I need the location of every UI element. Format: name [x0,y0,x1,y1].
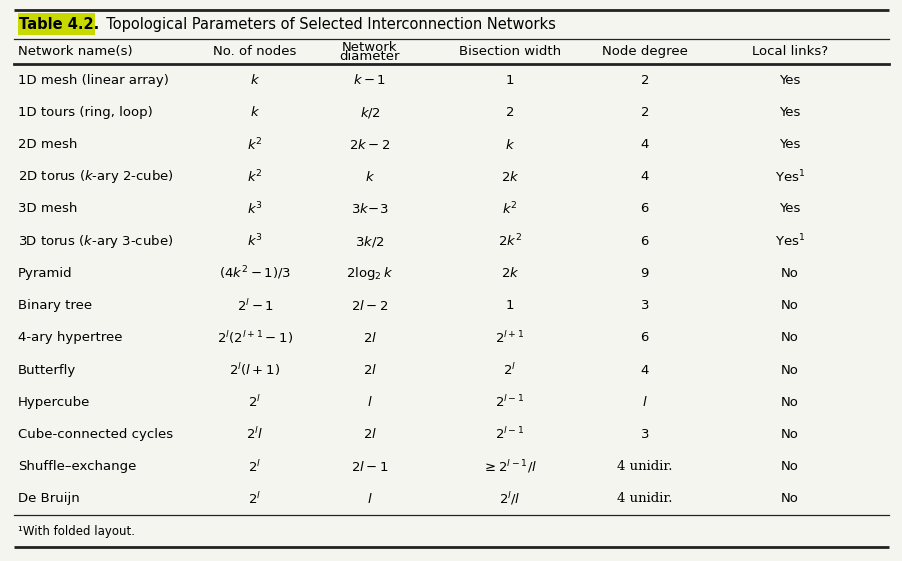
Text: $3$: $3$ [640,428,649,441]
Text: Butterfly: Butterfly [18,364,76,376]
Text: No: No [780,460,798,473]
Text: $k-1$: $k-1$ [353,73,386,87]
Text: $4$: $4$ [640,364,649,376]
Text: $2k^2$: $2k^2$ [497,233,521,250]
Text: No: No [780,364,798,376]
Text: Bisection width: Bisection width [458,44,560,57]
Text: $2^l(2^{l+1}-1)$: $2^l(2^{l+1}-1)$ [216,329,293,346]
Text: $2^l$: $2^l$ [248,491,262,507]
Text: $1$: $1$ [505,73,514,86]
Text: 3D mesh: 3D mesh [18,203,78,215]
Text: Yes: Yes [778,106,800,119]
Text: $2l$: $2l$ [363,427,377,442]
Text: Table 4.2.: Table 4.2. [19,16,99,31]
Text: No: No [780,332,798,344]
Text: $k$: $k$ [250,105,260,119]
Text: No: No [780,267,798,280]
Text: $6$: $6$ [640,234,649,247]
Text: $2k$: $2k$ [501,266,519,280]
Text: Pyramid: Pyramid [18,267,72,280]
Text: $k$: $k$ [504,137,514,151]
Text: 4 unidir.: 4 unidir. [617,493,672,505]
Text: Topological Parameters of Selected Interconnection Networks: Topological Parameters of Selected Inter… [97,16,556,31]
Text: $2k$: $2k$ [501,170,519,184]
Text: Hypercube: Hypercube [18,396,90,409]
Text: $2l-2$: $2l-2$ [351,298,389,312]
Text: diameter: diameter [339,50,400,63]
Text: $2^l(l+1)$: $2^l(l+1)$ [229,362,281,379]
Text: $2^{l-1}$: $2^{l-1}$ [494,426,524,443]
Text: $k^2$: $k^2$ [247,168,262,185]
Text: $2^l l$: $2^l l$ [246,426,263,443]
Text: $2l$: $2l$ [363,363,377,377]
Text: $2$: $2$ [505,106,514,119]
Text: $3k\!-\!3$: $3k\!-\!3$ [351,202,388,216]
Text: $2$: $2$ [640,106,649,119]
Text: 2D mesh: 2D mesh [18,138,78,151]
Text: $2l-1$: $2l-1$ [351,459,389,473]
Text: 4 unidir.: 4 unidir. [617,460,672,473]
Text: Node degree: Node degree [602,44,687,57]
Text: $2^l$: $2^l$ [503,362,516,378]
Text: Yes: Yes [778,73,800,86]
Text: $2^{l+1}$: $2^{l+1}$ [494,330,524,346]
Text: $6$: $6$ [640,332,649,344]
Text: $2l$: $2l$ [363,331,377,345]
Text: No: No [780,299,798,312]
Text: ¹With folded layout.: ¹With folded layout. [18,525,135,537]
Text: Network: Network [342,41,397,54]
Text: $l$: $l$ [367,396,373,410]
Text: $k^2$: $k^2$ [247,136,262,153]
Text: $l$: $l$ [641,396,647,410]
Text: Binary tree: Binary tree [18,299,92,312]
Text: $2^l$: $2^l$ [248,394,262,410]
Text: $6$: $6$ [640,203,649,215]
Text: No: No [780,428,798,441]
Text: $2$: $2$ [640,73,649,86]
Text: $3$: $3$ [640,299,649,312]
Text: $1$: $1$ [505,299,514,312]
Text: Cube-connected cycles: Cube-connected cycles [18,428,173,441]
Text: $k^3$: $k^3$ [247,233,262,250]
Text: $(4k^2-1)/3$: $(4k^2-1)/3$ [218,265,290,282]
Text: Yes$^1$: Yes$^1$ [774,233,805,250]
Text: No. of nodes: No. of nodes [213,44,297,57]
Text: $2k-2$: $2k-2$ [349,137,391,151]
Text: $3k/2$: $3k/2$ [355,234,384,249]
FancyBboxPatch shape [18,13,95,35]
Text: $k^2$: $k^2$ [502,201,517,217]
Text: 1D mesh (linear array): 1D mesh (linear array) [18,73,169,86]
Text: No: No [780,493,798,505]
Text: $\geq 2^{l-1}/l$: $\geq 2^{l-1}/l$ [482,458,537,475]
Text: $k^3$: $k^3$ [247,201,262,217]
Text: Yes$^1$: Yes$^1$ [774,168,805,185]
Text: Network name(s): Network name(s) [18,44,133,57]
Text: 4-ary hypertree: 4-ary hypertree [18,332,123,344]
Text: Shuffle–exchange: Shuffle–exchange [18,460,136,473]
Text: Local links?: Local links? [751,44,827,57]
Text: Yes: Yes [778,138,800,151]
Text: $k/2$: $k/2$ [359,105,380,120]
Text: $k$: $k$ [250,73,260,87]
Text: $2\log_2 k$: $2\log_2 k$ [346,265,393,282]
Text: De Bruijn: De Bruijn [18,493,79,505]
Text: $l$: $l$ [367,492,373,506]
Text: $2^l$: $2^l$ [248,459,262,475]
Text: $2^l/l$: $2^l/l$ [499,490,520,507]
Text: $4$: $4$ [640,138,649,151]
Text: $9$: $9$ [640,267,649,280]
Text: 1D tours (ring, loop): 1D tours (ring, loop) [18,106,152,119]
Text: $4$: $4$ [640,170,649,183]
Text: $2^l-1$: $2^l-1$ [236,298,273,314]
Text: 3D torus ($k$-ary 3-cube): 3D torus ($k$-ary 3-cube) [18,233,173,250]
Text: No: No [780,396,798,409]
Text: $k$: $k$ [364,170,374,184]
Text: $2^{l-1}$: $2^{l-1}$ [494,394,524,410]
Text: 2D torus ($k$-ary 2-cube): 2D torus ($k$-ary 2-cube) [18,168,173,185]
Text: Yes: Yes [778,203,800,215]
